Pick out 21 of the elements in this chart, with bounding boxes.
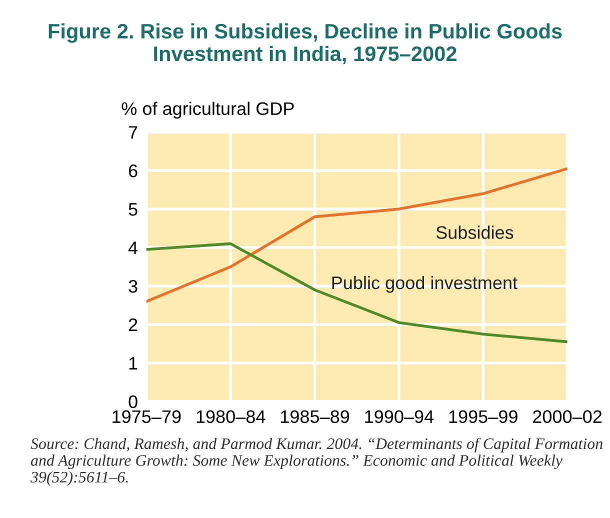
series-label: Subsidies: [436, 226, 514, 239]
y-tick-label: 3: [128, 280, 138, 293]
y-tick-label: 6: [128, 164, 138, 178]
chart-title: Figure 2. Rise in Subsidies, Decline in Public Goods Investment in India, 1975–2002: [48, 23, 562, 64]
line-series: [146, 167, 568, 303]
x-tick-label: 1980–84: [196, 410, 266, 424]
x-tick-label: 1995–99: [449, 410, 518, 424]
x-tick-label: 1985–89: [280, 410, 350, 424]
y-tick-label: 7: [128, 126, 138, 139]
x-tick-label: 2000–02: [533, 410, 602, 424]
y-tick-label: 0: [128, 395, 138, 408]
y-axis-title: % of agricultural GDP: [122, 102, 294, 119]
y-tick-label: 1: [129, 357, 138, 370]
x-tick-label: 1990–94: [365, 410, 434, 424]
y-tick-label: 4: [128, 242, 138, 254]
x-tick-label: 1975–79: [112, 410, 181, 424]
source-note: Source: Chand, Ramesh, and Parmod Kumar. 2004. “Determinants of Capital Formation and Agriculture Growth: Some New Explorations.” Economic and Political Weekly 39(52):5611–6.: [30, 438, 602, 486]
series-label: Public good investment: [332, 276, 518, 293]
y-tick-label: 5: [128, 203, 138, 216]
y-tick-label: 2: [128, 318, 138, 332]
line-series: [146, 242, 568, 344]
